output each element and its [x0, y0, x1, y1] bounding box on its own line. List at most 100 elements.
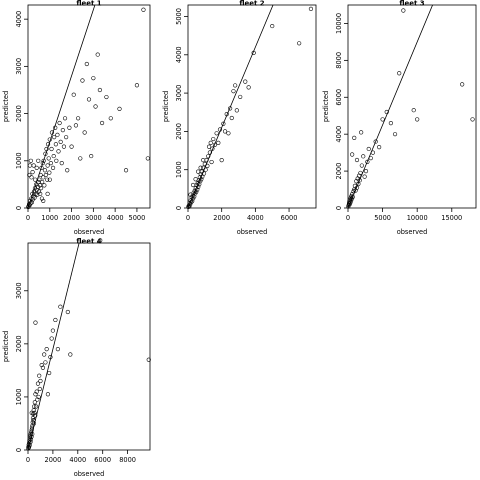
- data-point: [210, 146, 215, 151]
- data-point: [50, 328, 55, 333]
- data-point: [27, 172, 32, 178]
- data-point: [221, 121, 226, 126]
- y-axis-label: predicted: [2, 331, 10, 362]
- data-point: [207, 150, 212, 155]
- data-point: [46, 156, 51, 161]
- data-point: [38, 191, 43, 196]
- data-point: [366, 146, 371, 152]
- x-tick-label: 2000: [45, 456, 62, 464]
- data-point: [68, 352, 73, 357]
- data-point: [29, 175, 34, 180]
- data-point: [78, 156, 83, 161]
- x-tick-label: 0: [186, 214, 190, 222]
- data-point: [209, 159, 214, 165]
- data-point: [36, 189, 41, 194]
- data-point: [45, 392, 51, 397]
- y-tick-label: 1000: [15, 152, 23, 169]
- data-point: [188, 202, 193, 207]
- data-point: [41, 175, 46, 180]
- data-point: [35, 397, 40, 402]
- data-point: [95, 52, 100, 57]
- data-point: [216, 140, 221, 145]
- data-point: [141, 7, 146, 12]
- data-point: [30, 431, 35, 437]
- data-point: [251, 50, 256, 55]
- y-tick-label: 4000: [15, 11, 23, 28]
- data-point: [361, 154, 366, 159]
- data-point: [58, 139, 63, 145]
- data-point: [354, 185, 360, 190]
- data-point: [219, 158, 224, 163]
- data-point: [196, 169, 201, 174]
- data-point: [61, 144, 67, 149]
- y-axis-label: predicted: [2, 91, 10, 122]
- panel-fleet-2: fleet 2 0 2000 4000 6000 0 1000 2000 3000 4000 500…: [162, 0, 317, 236]
- data-point: [62, 116, 68, 121]
- data-point: [134, 83, 140, 88]
- data-point: [39, 362, 44, 368]
- y-tick-label: 6000: [335, 89, 343, 106]
- data-point: [47, 137, 52, 142]
- y-tick-label: 10000: [335, 13, 343, 34]
- data-point: [388, 121, 393, 126]
- data-point: [104, 94, 109, 100]
- data-point: [415, 117, 420, 122]
- plot-frame: [347, 4, 477, 209]
- data-point: [65, 309, 70, 315]
- data-point: [37, 373, 42, 378]
- data-point: [60, 128, 65, 133]
- data-point: [33, 177, 38, 182]
- data-point: [377, 145, 382, 150]
- data-point: [29, 427, 34, 432]
- data-point: [270, 23, 275, 29]
- data-point: [49, 336, 54, 341]
- fit-line: [348, 5, 433, 208]
- data-point: [73, 123, 79, 128]
- fit-line: [28, 243, 80, 450]
- data-point: [349, 198, 354, 203]
- data-point: [354, 157, 360, 163]
- data-point: [53, 125, 58, 130]
- data-point: [37, 183, 43, 188]
- data-point: [368, 156, 373, 161]
- plot-frame: [187, 4, 317, 209]
- data-point: [363, 168, 369, 174]
- data-point: [190, 182, 196, 188]
- data-point: [229, 115, 234, 121]
- y-tick-label: 4000: [175, 46, 183, 63]
- data-point: [51, 153, 56, 159]
- y-tick-label: 0: [15, 206, 23, 210]
- data-point: [228, 106, 233, 111]
- y-tick-label: 2000: [15, 105, 23, 122]
- data-point: [234, 108, 239, 113]
- data-point: [187, 204, 192, 209]
- data-point: [238, 94, 243, 100]
- data-point: [359, 163, 364, 168]
- data-point: [29, 425, 35, 430]
- plot-frame: [27, 242, 151, 451]
- data-point: [28, 439, 33, 445]
- data-point: [351, 189, 356, 194]
- data-point: [49, 146, 54, 152]
- x-tick-label: 4000: [107, 214, 124, 222]
- data-point: [98, 238, 103, 243]
- data-point: [194, 189, 199, 195]
- data-point: [33, 392, 38, 397]
- data-point: [64, 135, 69, 140]
- data-point: [71, 92, 76, 97]
- data-point: [47, 170, 52, 175]
- data-point: [76, 116, 81, 121]
- x-tick-label: 6000: [281, 214, 298, 222]
- data-point: [40, 161, 45, 166]
- data-point: [36, 158, 41, 163]
- x-tick-label: 15000: [441, 214, 462, 222]
- data-point: [470, 117, 475, 122]
- data-point: [45, 191, 50, 196]
- data-point: [47, 370, 52, 376]
- data-point: [208, 140, 213, 145]
- panel-fleet-1: fleet 1 0 1000 2000 3000 4000 5000 0 1000 2000 300…: [2, 0, 151, 236]
- data-point: [38, 172, 43, 178]
- data-point: [206, 144, 212, 149]
- data-point: [58, 304, 63, 309]
- y-tick-label: 3000: [15, 282, 23, 299]
